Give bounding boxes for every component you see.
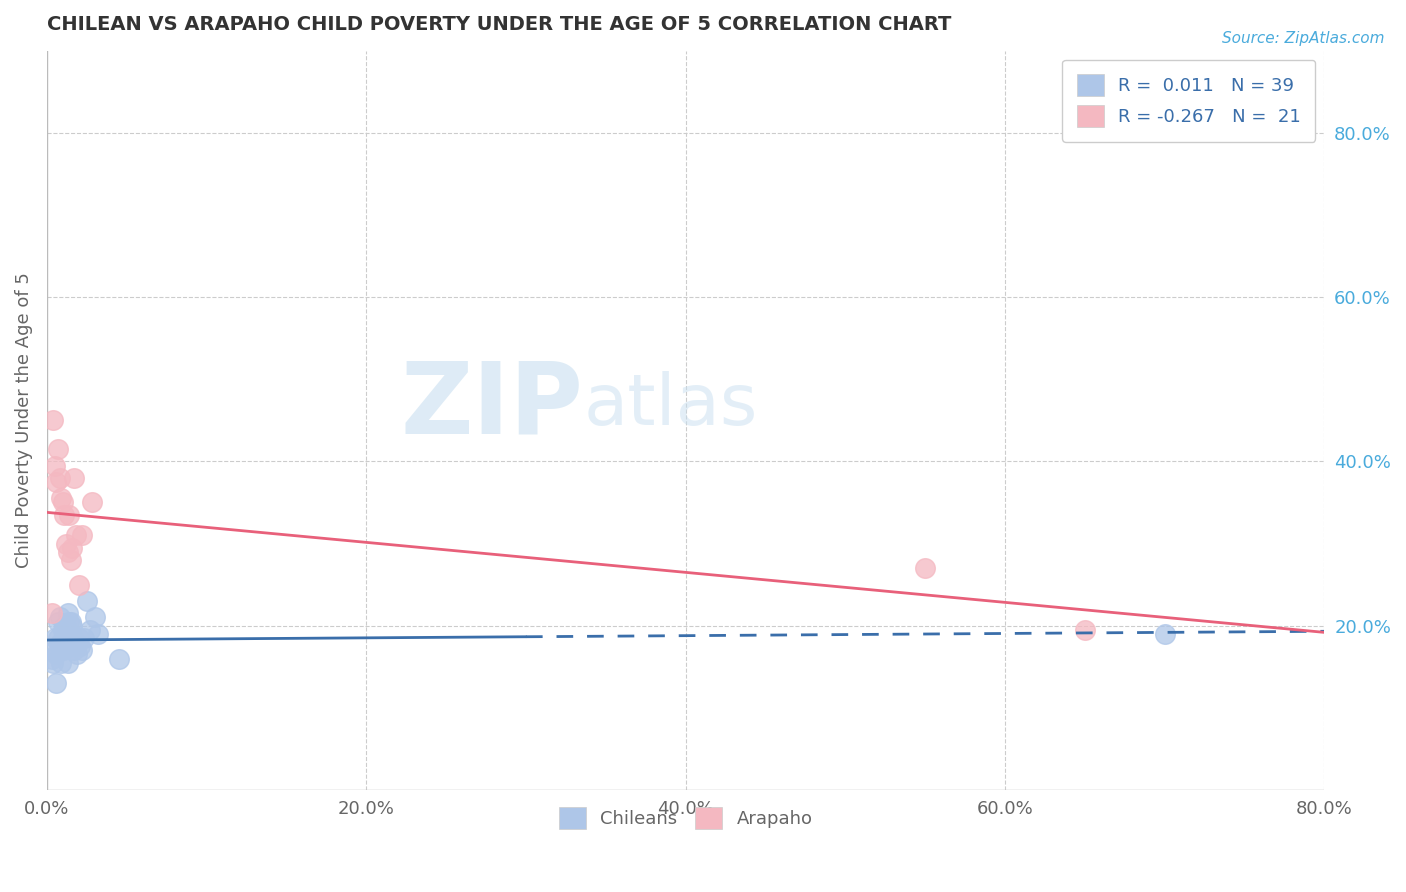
Point: [63, 643, 86, 657]
Point: [42, 413, 65, 427]
Point: [56, 545, 79, 559]
Point: [1074, 623, 1097, 637]
Point: [59, 615, 82, 629]
Point: [65, 528, 87, 542]
Point: [51, 635, 73, 649]
Point: [63, 471, 86, 485]
Point: [66, 648, 89, 662]
Point: [80, 495, 103, 509]
Point: [70, 528, 93, 542]
Text: CHILEAN VS ARAPAHO CHILD POVERTY UNDER THE AGE OF 5 CORRELATION CHART: CHILEAN VS ARAPAHO CHILD POVERTY UNDER T…: [46, 15, 952, 34]
Point: [58, 508, 80, 522]
Point: [107, 651, 129, 665]
Point: [45, 676, 67, 690]
Point: [58, 615, 80, 629]
Point: [87, 627, 110, 641]
Point: [44, 458, 66, 473]
Point: [41, 607, 63, 621]
Y-axis label: Child Poverty Under the Age of 5: Child Poverty Under the Age of 5: [15, 272, 32, 568]
Point: [76, 594, 98, 608]
Point: [46, 442, 69, 456]
Point: [56, 656, 79, 670]
Point: [70, 643, 93, 657]
Point: [45, 475, 67, 489]
Point: [46, 615, 69, 629]
Point: [46, 631, 69, 645]
Point: [55, 639, 77, 653]
Point: [83, 610, 105, 624]
Legend: Chileans, Arapaho: Chileans, Arapaho: [551, 800, 820, 837]
Point: [67, 631, 90, 645]
Point: [51, 656, 73, 670]
Point: [48, 471, 70, 485]
Point: [59, 553, 82, 567]
Point: [44, 631, 66, 645]
Point: [65, 639, 87, 653]
Point: [62, 618, 84, 632]
Point: [59, 627, 82, 641]
Point: [58, 635, 80, 649]
Text: Source: ZipAtlas.com: Source: ZipAtlas.com: [1222, 31, 1385, 46]
Point: [53, 631, 76, 645]
Point: [52, 623, 75, 637]
Point: [56, 607, 79, 621]
Point: [1153, 627, 1175, 641]
Point: [44, 643, 66, 657]
Text: ZIP: ZIP: [401, 357, 583, 454]
Point: [67, 577, 90, 591]
Point: [52, 495, 75, 509]
Point: [79, 623, 101, 637]
Point: [914, 561, 936, 575]
Point: [52, 643, 75, 657]
Point: [62, 631, 84, 645]
Text: atlas: atlas: [583, 371, 758, 440]
Point: [53, 508, 76, 522]
Point: [69, 639, 91, 653]
Point: [53, 618, 76, 632]
Point: [55, 618, 77, 632]
Point: [48, 610, 70, 624]
Point: [55, 536, 77, 550]
Point: [45, 648, 67, 662]
Point: [41, 651, 63, 665]
Point: [48, 639, 70, 653]
Point: [51, 491, 73, 506]
Point: [42, 656, 65, 670]
Point: [72, 631, 94, 645]
Point: [62, 541, 84, 555]
